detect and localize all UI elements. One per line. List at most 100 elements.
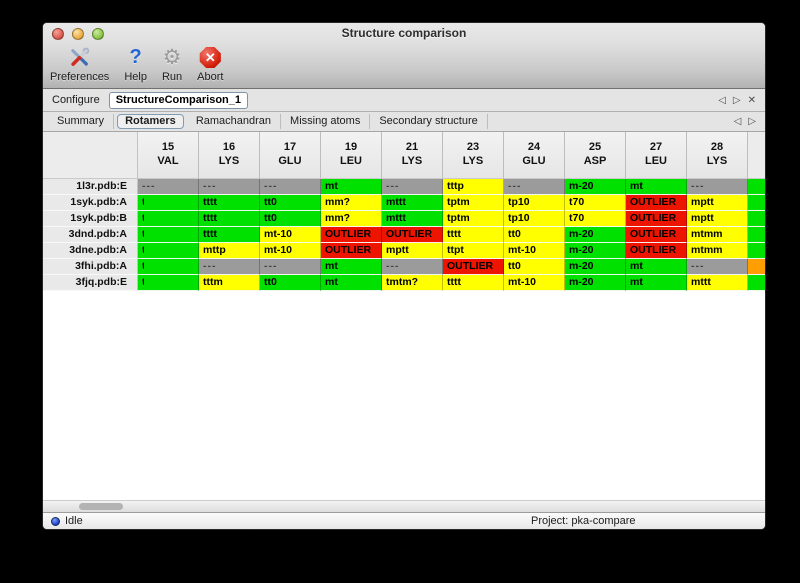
rotamer-cell[interactable]: t (138, 195, 199, 211)
tab-ramachandran[interactable]: Ramachandran (187, 114, 282, 129)
tab-back-icon[interactable]: ◁ (733, 116, 742, 127)
preferences-button[interactable]: Preferences (50, 44, 109, 83)
rotamer-cell[interactable]: t (138, 275, 199, 291)
rotamer-cell[interactable]: mptt (687, 211, 748, 227)
rotamer-cell[interactable]: --- (199, 179, 260, 195)
rotamer-cell[interactable]: t70 (565, 211, 626, 227)
rotamer-cell[interactable]: m-20 (565, 243, 626, 259)
tab-summary[interactable]: Summary (48, 114, 115, 129)
rotamer-cell[interactable]: t (138, 243, 199, 259)
rotamer-cell[interactable]: tp10 (504, 195, 565, 211)
row-label[interactable]: 3fhi.pdb:A (43, 259, 138, 275)
rotamer-cell[interactable]: mtmm (687, 243, 748, 259)
rotamer-cell[interactable]: ttpt (443, 243, 504, 259)
run-button[interactable]: ⚙ Run (162, 44, 182, 83)
rotamer-cell[interactable]: mt (321, 259, 382, 275)
rotamer-cell[interactable]: mt (626, 259, 687, 275)
row-label[interactable]: 3dnd.pdb:A (43, 227, 138, 243)
rotamer-cell[interactable]: --- (260, 259, 321, 275)
row-label[interactable]: 1syk.pdb:B (43, 211, 138, 227)
rotamer-cell[interactable]: mttt (382, 195, 443, 211)
table-row: 3dne.pdb:Atmttpmt-10OUTLIERmpttttptmt-10… (43, 243, 765, 259)
status-indicator-icon (51, 516, 60, 526)
rotamer-cell[interactable]: OUTLIER (443, 259, 504, 275)
rotamer-cell[interactable]: mt (321, 179, 382, 195)
rotamer-cell[interactable]: tt0 (260, 195, 321, 211)
rotamer-cell[interactable]: --- (382, 259, 443, 275)
rotamer-cell[interactable]: tptm (443, 195, 504, 211)
rotamer-cell[interactable]: tttp (443, 179, 504, 195)
forward-icon[interactable]: ▷ (732, 94, 741, 106)
help-button[interactable]: ? Help (124, 44, 147, 83)
rotamer-cell[interactable]: OUTLIER (626, 227, 687, 243)
rotamer-cell[interactable]: mt-10 (504, 275, 565, 291)
rotamer-cell[interactable]: mt (321, 275, 382, 291)
rotamer-cell[interactable]: tp10 (504, 211, 565, 227)
rotamer-cell[interactable]: --- (260, 179, 321, 195)
rotamer-cell[interactable]: tt0 (504, 227, 565, 243)
rotamer-cell[interactable]: --- (138, 179, 199, 195)
close-window-button[interactable] (52, 28, 64, 40)
rotamer-cell[interactable]: --- (504, 179, 565, 195)
tab-rotamers[interactable]: Rotamers (117, 114, 184, 129)
abort-button[interactable]: ✕ Abort (197, 44, 223, 83)
rotamer-cell[interactable]: mptt (382, 243, 443, 259)
rotamer-cell[interactable]: m-20 (565, 179, 626, 195)
rotamer-cell[interactable]: tt0 (260, 275, 321, 291)
scrollbar-thumb[interactable] (79, 503, 123, 510)
rotamer-cell[interactable]: mtmm (687, 227, 748, 243)
row-label[interactable]: 3dne.pdb:A (43, 243, 138, 259)
rotamer-cell[interactable]: tttm (199, 275, 260, 291)
horizontal-scrollbar[interactable] (43, 500, 765, 512)
rotamer-cell[interactable]: OUTLIER (382, 227, 443, 243)
rotamer-cell[interactable]: m-20 (565, 259, 626, 275)
rotamer-cell[interactable]: t (138, 211, 199, 227)
rotamer-cell[interactable]: t (138, 227, 199, 243)
tab-missing-atoms[interactable]: Missing atoms (281, 114, 371, 129)
rotamer-cell[interactable]: --- (687, 179, 748, 195)
rotamer-cell[interactable]: mttp (199, 243, 260, 259)
rotamer-cell[interactable]: tttt (443, 275, 504, 291)
rotamer-cell[interactable]: tptm (443, 211, 504, 227)
rotamer-cell[interactable]: mt (626, 275, 687, 291)
close-icon[interactable]: ✕ (747, 94, 756, 106)
rotamer-cell[interactable]: mt-10 (260, 243, 321, 259)
minimize-window-button[interactable] (72, 28, 84, 40)
rotamer-cell[interactable]: tttt (199, 195, 260, 211)
rotamer-cell[interactable]: mptt (687, 195, 748, 211)
rotamer-cell[interactable]: t70 (565, 195, 626, 211)
column-header: 28 LYS (687, 132, 748, 178)
rotamer-cell[interactable]: --- (199, 259, 260, 275)
rotamer-cell[interactable]: tttt (443, 227, 504, 243)
rotamer-cell[interactable]: OUTLIER (321, 227, 382, 243)
rotamer-cell[interactable]: mt-10 (504, 243, 565, 259)
rotamer-cell[interactable]: t (138, 259, 199, 275)
rotamer-cell[interactable]: m-20 (565, 227, 626, 243)
rotamer-cell[interactable]: tttt (199, 211, 260, 227)
back-icon[interactable]: ◁ (718, 94, 726, 106)
row-label[interactable]: 1syk.pdb:A (43, 195, 138, 211)
tab-secondary-structure[interactable]: Secondary structure (370, 114, 488, 129)
rotamer-cell[interactable]: OUTLIER (626, 195, 687, 211)
rotamer-cell[interactable]: m-20 (565, 275, 626, 291)
rotamer-cell[interactable]: tmtm? (382, 275, 443, 291)
rotamer-cell[interactable]: OUTLIER (321, 243, 382, 259)
rotamer-cell[interactable]: OUTLIER (626, 243, 687, 259)
rotamer-cell[interactable]: mt-10 (260, 227, 321, 243)
configuration-name-field[interactable]: StructureComparison_1 (108, 91, 249, 109)
rotamer-cell[interactable]: mm? (321, 195, 382, 211)
rotamer-cell[interactable]: mttt (382, 211, 443, 227)
rotamer-cell[interactable]: tt0 (260, 211, 321, 227)
rotamer-cell[interactable]: mt (626, 179, 687, 195)
rotamer-cell[interactable]: OUTLIER (626, 211, 687, 227)
rotamer-cell[interactable]: --- (382, 179, 443, 195)
rotamer-cell[interactable]: mttt (687, 275, 748, 291)
rotamer-cell[interactable]: mm? (321, 211, 382, 227)
row-label[interactable]: 1l3r.pdb:E (43, 179, 138, 195)
rotamer-cell[interactable]: --- (687, 259, 748, 275)
tab-forward-icon[interactable]: ▷ (748, 116, 756, 127)
zoom-window-button[interactable] (92, 28, 104, 40)
row-label[interactable]: 3fjq.pdb:E (43, 275, 138, 291)
rotamer-cell[interactable]: tt0 (504, 259, 565, 275)
rotamer-cell[interactable]: tttt (199, 227, 260, 243)
